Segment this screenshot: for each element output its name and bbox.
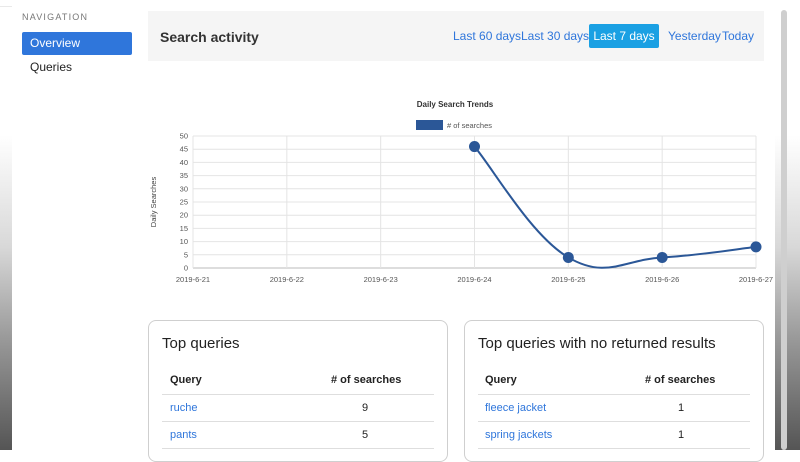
query-count: 1 <box>678 402 685 414</box>
series-line <box>473 145 757 269</box>
y-tick-label: 50 <box>180 132 188 141</box>
page-title: Search activity <box>160 29 259 45</box>
x-tick-label: 2019-6-23 <box>364 275 398 284</box>
chart-svg: Daily Search Trends # of searches Daily … <box>149 100 773 284</box>
table-divider <box>478 448 750 449</box>
sidebar-item-queries[interactable]: Queries <box>30 60 73 74</box>
y-tick-label: 25 <box>180 198 188 207</box>
y-tick-label: 10 <box>180 237 188 246</box>
data-point[interactable] <box>562 251 574 263</box>
range-last-30-days[interactable]: Last 30 days <box>521 29 590 43</box>
column-header-searches: # of searches <box>331 374 402 386</box>
legend-label: # of searches <box>447 121 492 130</box>
y-tick-label: 5 <box>184 250 188 259</box>
page-scrollbar[interactable] <box>781 10 787 450</box>
x-tick-label: 2019-6-22 <box>270 275 304 284</box>
data-point[interactable] <box>656 251 668 263</box>
x-tick-label: 2019-6-24 <box>457 275 491 284</box>
y-tick-label: 30 <box>180 184 188 193</box>
legend-swatch <box>416 120 443 130</box>
y-tick-label: 0 <box>184 264 188 273</box>
table-divider <box>162 421 434 422</box>
column-header-query: Query <box>485 374 517 386</box>
x-tick-label: 2019-6-21 <box>176 275 210 284</box>
query-count: 5 <box>362 429 369 441</box>
no-results-title: Top queries with no returned results <box>478 335 716 352</box>
query-link[interactable]: ruche <box>170 402 198 414</box>
sidebar-item-overview[interactable]: Overview <box>22 32 132 55</box>
no-results-queries-card: Top queries with no returned results Que… <box>464 320 764 462</box>
y-tick-label: 15 <box>180 224 188 233</box>
main-page: NAVIGATION Overview Queries Search activ… <box>12 0 775 462</box>
chart-title: Daily Search Trends <box>417 100 494 109</box>
range-yesterday[interactable]: Yesterday <box>668 29 721 43</box>
y-tick-label: 45 <box>180 145 188 154</box>
nav-heading: NAVIGATION <box>22 12 89 22</box>
table-divider <box>162 394 434 395</box>
search-activity-header: Search activity Last 60 days Last 30 day… <box>148 11 764 61</box>
y-axis-label: Daily Searches <box>149 177 158 228</box>
column-header-query: Query <box>170 374 202 386</box>
top-queries-card: Top queries Query # of searches ruche 9 … <box>148 320 448 462</box>
daily-search-trends-chart: Daily Search Trends # of searches Daily … <box>148 90 788 290</box>
query-link[interactable]: fleece jacket <box>485 402 547 414</box>
range-last-60-days[interactable]: Last 60 days <box>453 29 522 43</box>
table-divider <box>478 394 750 395</box>
x-tick-label: 2019-6-27 <box>739 275 773 284</box>
data-point[interactable] <box>469 141 480 153</box>
x-tick-label: 2019-6-25 <box>551 275 585 284</box>
x-tick-label: 2019-6-26 <box>645 275 679 284</box>
query-count: 9 <box>362 402 369 414</box>
table-divider <box>478 421 750 422</box>
top-queries-title: Top queries <box>162 335 240 352</box>
data-point[interactable] <box>750 241 762 253</box>
query-link[interactable]: spring jackets <box>485 429 553 441</box>
range-today[interactable]: Today <box>722 29 755 43</box>
column-header-searches: # of searches <box>645 374 716 386</box>
y-tick-label: 35 <box>180 171 188 180</box>
query-count: 1 <box>678 429 685 441</box>
table-divider <box>162 448 434 449</box>
query-link[interactable]: pants <box>170 429 197 441</box>
y-tick-label: 40 <box>180 158 188 167</box>
y-tick-label: 20 <box>180 211 188 220</box>
range-last-7-days[interactable]: Last 7 days <box>589 24 659 48</box>
